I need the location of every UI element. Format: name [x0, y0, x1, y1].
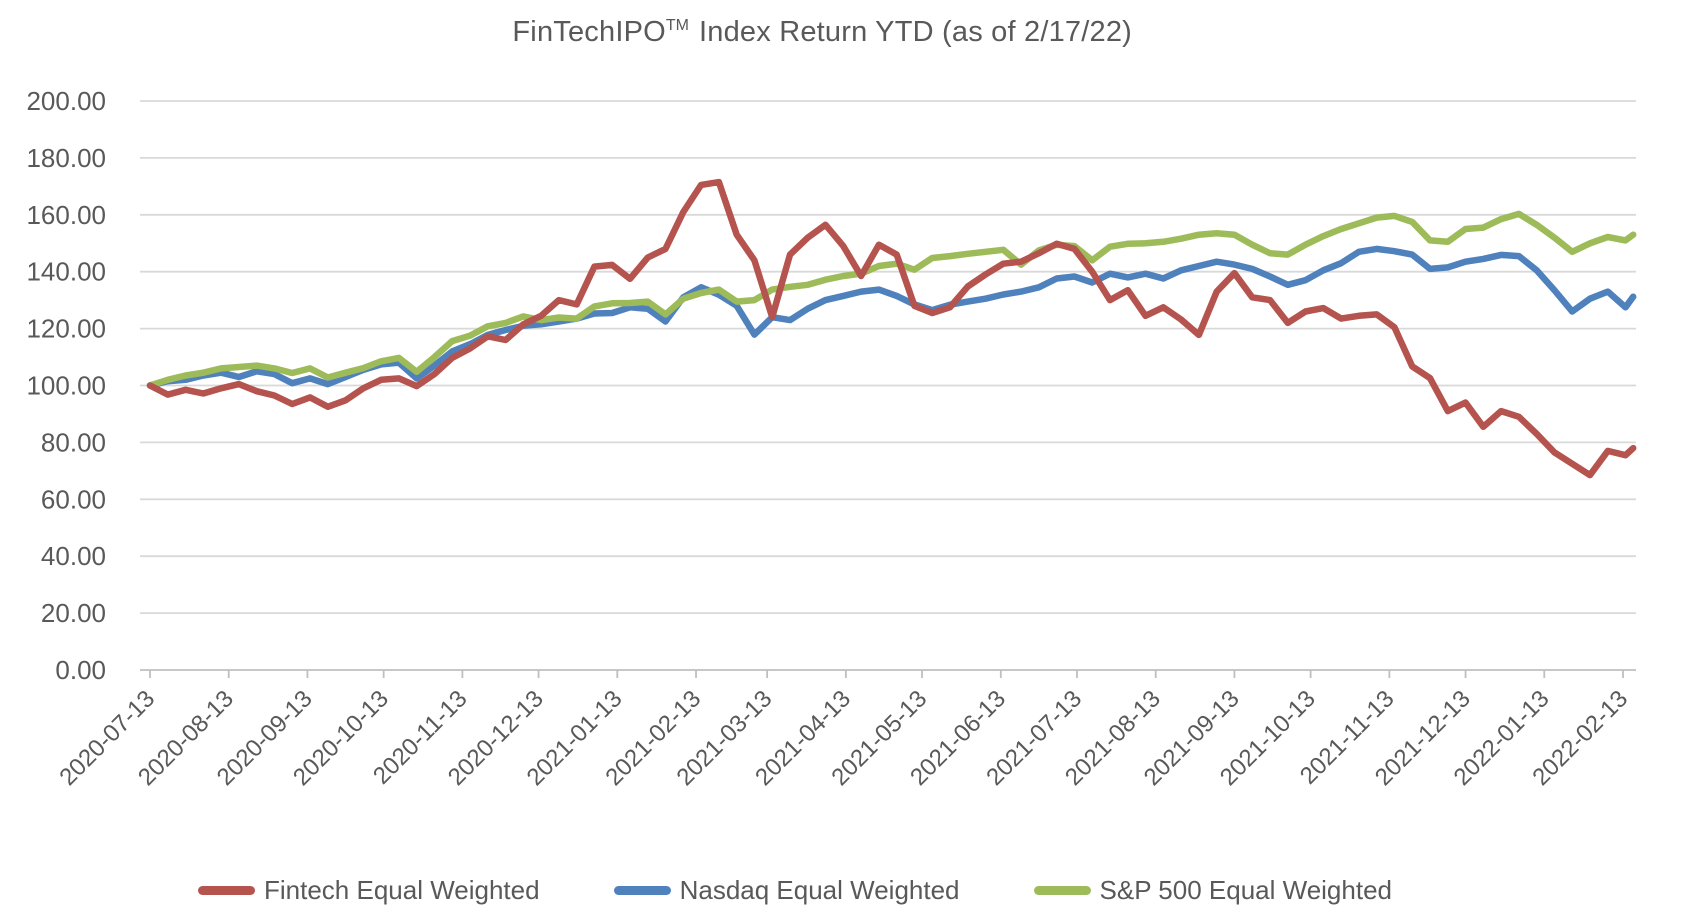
legend-label: S&P 500 Equal Weighted — [1099, 875, 1392, 905]
legend: Fintech Equal Weighted Nasdaq Equal Weigh… — [0, 875, 1590, 906]
series-lines — [146, 178, 1637, 479]
y-axis-label: 160.00 — [26, 200, 106, 230]
y-axis-label: 120.00 — [26, 314, 106, 344]
y-axis-label: 140.00 — [26, 257, 106, 287]
y-axis-label: 20.00 — [41, 598, 106, 628]
y-axis-label: 40.00 — [41, 541, 106, 571]
legend-item-s-p-500-equal-weighted: S&P 500 Equal Weighted — [1033, 875, 1392, 906]
y-axis-label: 180.00 — [26, 143, 106, 173]
y-axis-label: 0.00 — [55, 655, 106, 685]
y-axis-label: 60.00 — [41, 484, 106, 514]
legend-item-fintech-equal-weighted: Fintech Equal Weighted — [198, 875, 540, 906]
y-axis-label: 100.00 — [26, 371, 106, 401]
trademark-symbol: TM — [665, 17, 690, 35]
legend-label: Nasdaq Equal Weighted — [679, 875, 960, 905]
chart-title-main: FinTechIPO — [512, 16, 666, 48]
y-axis-label: 80.00 — [41, 427, 106, 457]
legend-label: Fintech Equal Weighted — [264, 875, 540, 905]
x-axis-labels: 2020-07-132020-08-132020-09-132020-10-13… — [54, 685, 1633, 791]
x-axis — [140, 669, 1636, 678]
legend-item-nasdaq-equal-weighted: Nasdaq Equal Weighted — [613, 875, 960, 906]
series-line-nasdaq-equal-weighted — [146, 245, 1637, 389]
gridlines — [140, 100, 1636, 614]
y-axis-labels: 0.00 20.00 40.00 60.00 80.00 100.00 120.00 140.… — [26, 86, 106, 685]
chart-title-rest: Index Return YTD (as of 2/17/22) — [699, 16, 1133, 48]
legend-marker-icon — [613, 886, 671, 895]
chart-title: FinTechIPOTM Index Return YTD (as of 2/17… — [512, 16, 1132, 49]
series-line-fintech-equal-weighted — [146, 178, 1637, 479]
legend-marker-icon — [198, 886, 255, 895]
legend-marker-icon — [1033, 886, 1091, 895]
y-axis-label: 200.00 — [26, 86, 106, 116]
